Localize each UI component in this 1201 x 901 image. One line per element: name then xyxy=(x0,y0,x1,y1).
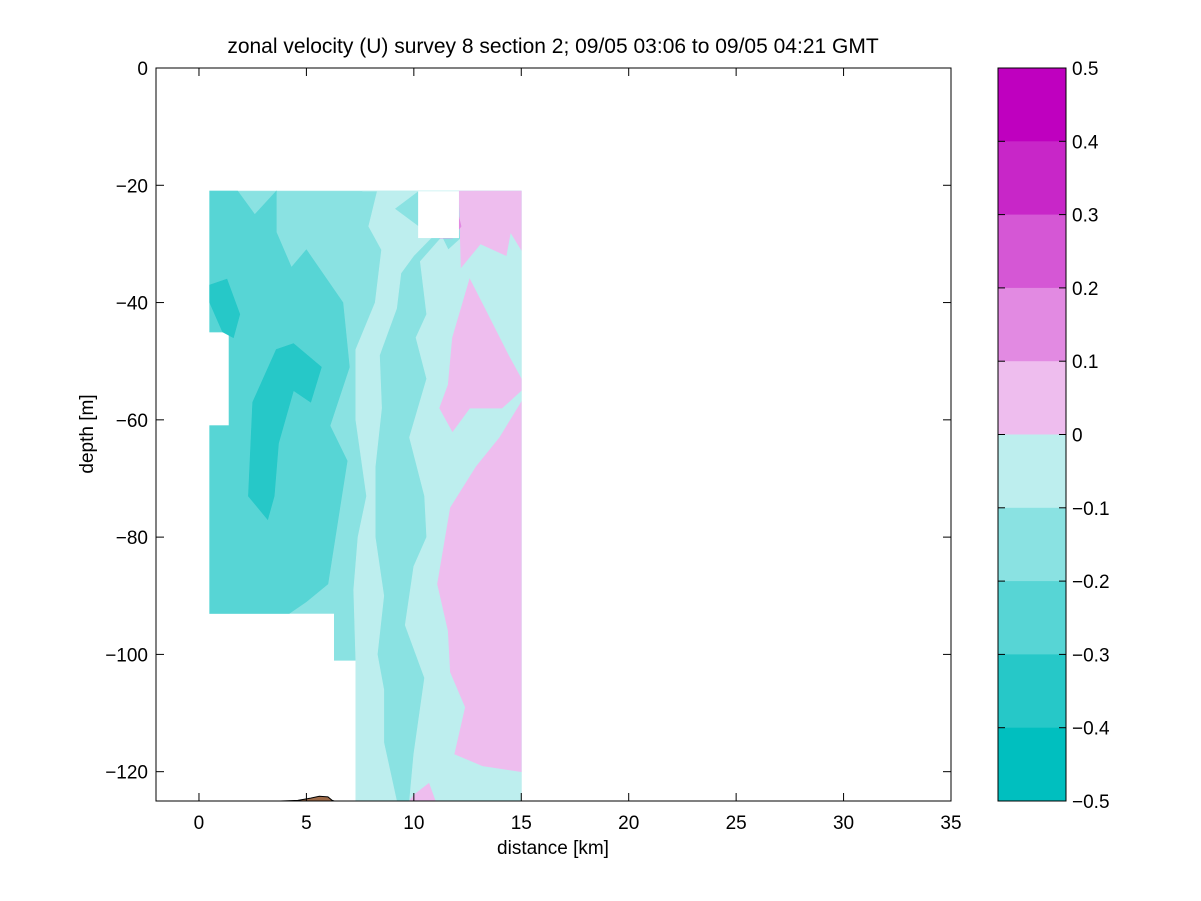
colorbar-segment xyxy=(998,434,1066,509)
colorbar-tick-label: 0.4 xyxy=(1072,132,1099,153)
y-tick-label: −60 xyxy=(116,411,148,432)
colorbar-segment xyxy=(998,141,1066,216)
x-tick-label: 5 xyxy=(301,813,312,834)
x-tick-label: 15 xyxy=(511,813,532,834)
contour-fill xyxy=(209,190,522,802)
colorbar-segment xyxy=(998,507,1066,582)
colorbar-tick-label: −0.4 xyxy=(1072,719,1110,740)
x-tick-label: 0 xyxy=(194,813,205,834)
colorbar: 0.5 0.4 0.3 0.2 0.1 0 −0.1 −0.2 −0.3 −0.4 −0.5 xyxy=(997,59,1110,813)
x-tick-label: 35 xyxy=(940,813,961,834)
x-tick-label: 20 xyxy=(618,813,639,834)
colorbar-tick-label: 0.2 xyxy=(1072,279,1098,300)
contour-region-5 xyxy=(458,190,522,269)
colorbar-tick-label: −0.2 xyxy=(1072,572,1110,593)
x-axis: 0 5 10 15 20 25 30 35 xyxy=(194,68,962,834)
colorbar-segment xyxy=(998,361,1066,435)
x-tick-label: 10 xyxy=(403,813,424,834)
y-tick-label: 0 xyxy=(137,59,148,80)
contour-region-7 xyxy=(437,401,522,773)
x-axis-label: distance [km] xyxy=(497,838,609,859)
bathymetry xyxy=(280,795,335,802)
contour-region-2 xyxy=(209,278,241,339)
x-tick-label: 30 xyxy=(833,813,854,834)
y-tick-label: −80 xyxy=(116,528,148,549)
y-axis: 0 −20 −40 −60 −80 −100 −120 xyxy=(105,59,951,784)
y-tick-label: −40 xyxy=(116,294,148,315)
colorbar-tick-label: −0.3 xyxy=(1072,645,1110,666)
colorbar-tick-label: 0 xyxy=(1072,426,1083,447)
contour-region-3 xyxy=(248,343,322,521)
colorbar-segment xyxy=(998,654,1066,729)
no-data-box-0 xyxy=(418,191,459,239)
colorbar-tick-label: 0.5 xyxy=(1072,59,1098,80)
colorbar-tick-label: −0.5 xyxy=(1072,792,1110,813)
y-tick-label: −100 xyxy=(105,645,148,666)
colorbar-tick-label: 0.1 xyxy=(1072,352,1098,373)
colorbar-segment xyxy=(998,727,1066,802)
colorbar-segment xyxy=(998,214,1066,289)
colorbar-segment xyxy=(998,581,1066,655)
chart-title: zonal velocity (U) survey 8 section 2; 0… xyxy=(227,35,879,58)
y-tick-label: −120 xyxy=(105,763,148,784)
y-axis-label: depth [m] xyxy=(77,394,98,473)
colorbar-segment xyxy=(998,287,1066,362)
plot-area-frame xyxy=(155,67,952,802)
colorbar-tick-label: −0.1 xyxy=(1072,499,1110,520)
colorbar-segment xyxy=(998,68,1066,142)
x-tick-label: 25 xyxy=(726,813,747,834)
contour-region-6 xyxy=(439,278,522,433)
colorbar-tick-label: 0.3 xyxy=(1072,206,1098,227)
y-tick-label: −20 xyxy=(116,176,148,197)
